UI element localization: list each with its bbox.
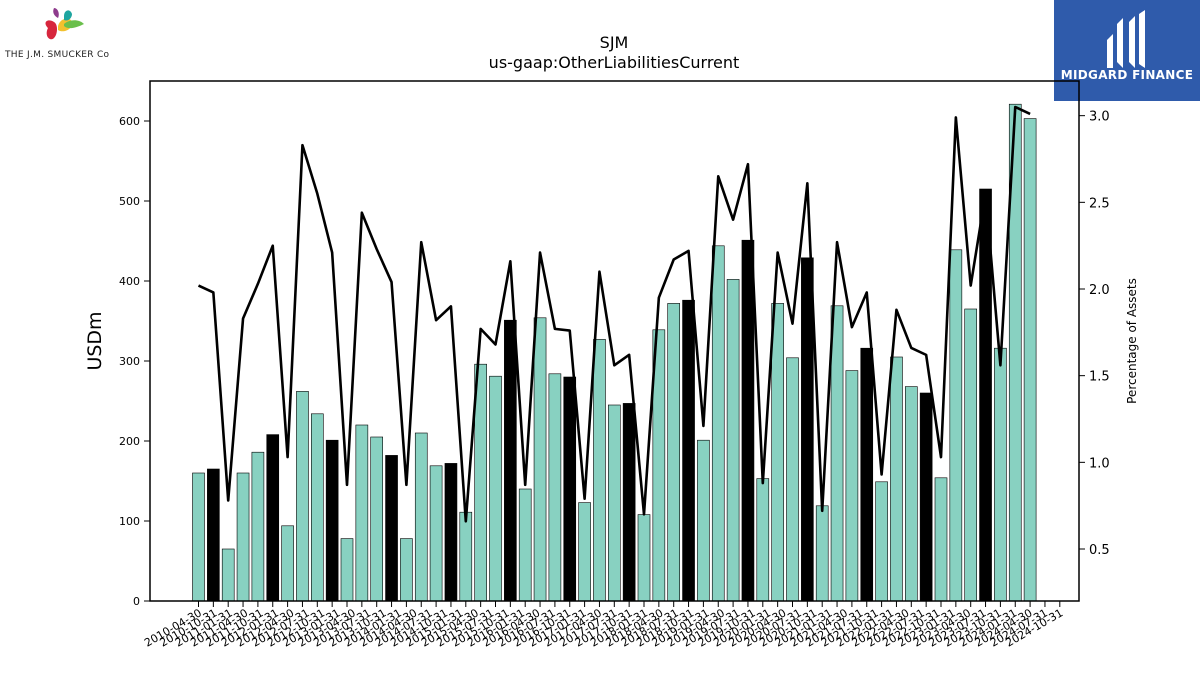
- bar-2021-07-31: [860, 347, 874, 602]
- y-tick-label: 0: [133, 595, 140, 608]
- y2-tick-label: 3.0: [1089, 110, 1110, 125]
- bar-2014-04-30: [429, 465, 443, 602]
- y2-tick-label: 2.0: [1089, 283, 1110, 298]
- bar-2012-07-31: [325, 439, 339, 602]
- bar-2019-10-31: [756, 478, 770, 602]
- bar-2019-07-31: [741, 239, 755, 602]
- bar-2011-01-31: [236, 472, 250, 602]
- bar-2020-01-31: [771, 303, 784, 602]
- chart-title: SJM: [600, 33, 629, 52]
- bar-2020-07-31: [801, 257, 814, 602]
- bar-2012-04-30: [310, 413, 324, 602]
- axes-layer: 01002003004005006000.51.01.52.02.53.0201…: [119, 110, 1110, 650]
- bar-2018-04-30: [667, 303, 681, 602]
- bar-2016-07-31: [563, 376, 577, 602]
- y2-tick-label: 0.5: [1089, 543, 1110, 558]
- bar-2010-10-31: [221, 548, 235, 602]
- y2-tick-label: 2.5: [1089, 196, 1110, 211]
- bar-2010-07-31: [207, 468, 220, 602]
- bar-2020-10-31: [815, 505, 829, 602]
- bar-2017-04-30: [607, 404, 621, 602]
- bar-2019-01-31: [711, 245, 725, 602]
- bar-2010-04-30: [192, 472, 205, 602]
- bar-2014-10-31: [459, 511, 473, 602]
- bar-2013-04-30: [370, 436, 384, 602]
- fruit-logo-icon: [45, 8, 84, 40]
- bar-2015-04-30: [489, 375, 502, 602]
- bar-2012-01-31: [296, 391, 309, 602]
- bar-2023-10-31: [994, 347, 1007, 602]
- smucker-logo: THE J.M. SMUCKER Co: [0, 0, 130, 70]
- bar-2016-10-31: [578, 502, 591, 602]
- y2-tick-label: 1.0: [1089, 456, 1110, 471]
- bar-2014-07-31: [444, 463, 458, 602]
- y2-axis-label: Percentage of Assets: [1125, 278, 1139, 404]
- bar-2018-10-31: [697, 439, 710, 602]
- bar-2013-01-31: [355, 424, 369, 602]
- bar-2011-10-31: [281, 525, 294, 602]
- bar-2022-07-31: [919, 392, 933, 602]
- chart-subtitle: us-gaap:OtherLiabilitiesCurrent: [489, 53, 740, 72]
- bar-2022-01-31: [890, 356, 903, 602]
- bar-2020-04-30: [786, 357, 799, 602]
- bar-2012-10-31: [340, 538, 354, 602]
- smucker-brand-text: THE J.M. SMUCKER Co: [5, 50, 110, 60]
- bar-2018-07-31: [682, 299, 695, 602]
- bar-2017-01-31: [593, 339, 606, 602]
- y2-tick-label: 1.5: [1089, 370, 1110, 385]
- bar-2013-10-31: [400, 538, 413, 602]
- bar-2022-04-30: [904, 386, 918, 602]
- bars-layer: [192, 103, 1037, 602]
- midgard-mark-icon: [1107, 10, 1145, 68]
- bar-2017-07-31: [622, 403, 636, 602]
- percentage-line: [197, 105, 1031, 523]
- line-layer: [197, 105, 1031, 523]
- bar-2022-10-31: [934, 477, 948, 602]
- y-tick-label: 300: [119, 355, 140, 368]
- bar-2011-07-31: [266, 434, 280, 602]
- bar-2023-01-31: [949, 249, 963, 602]
- bar-2014-01-31: [414, 432, 428, 602]
- y-tick-label: 200: [119, 435, 140, 448]
- bar-2021-04-30: [845, 370, 859, 602]
- y-axis-label: USDm: [84, 311, 106, 370]
- bar-2021-01-31: [830, 305, 844, 602]
- bar-2021-10-31: [875, 481, 888, 602]
- bar-2015-07-31: [504, 319, 517, 602]
- bar-2024-04-30: [1023, 118, 1037, 602]
- y-tick-label: 400: [119, 275, 140, 288]
- midgard-brand-text: MIDGARD FINANCE: [1060, 68, 1194, 82]
- bar-2015-10-31: [518, 488, 532, 602]
- y-tick-label: 600: [119, 115, 140, 128]
- y-tick-label: 100: [119, 515, 140, 528]
- bar-2013-07-31: [385, 455, 398, 602]
- bar-2023-04-30: [964, 308, 978, 602]
- plot-frame: [149, 80, 1080, 602]
- bar-2011-04-30: [251, 451, 265, 602]
- bar-2016-01-31: [533, 317, 547, 602]
- bar-2016-04-30: [548, 373, 562, 602]
- y-tick-label: 500: [119, 195, 140, 208]
- bar-2017-10-31: [637, 514, 651, 602]
- bar-2019-04-30: [726, 279, 740, 602]
